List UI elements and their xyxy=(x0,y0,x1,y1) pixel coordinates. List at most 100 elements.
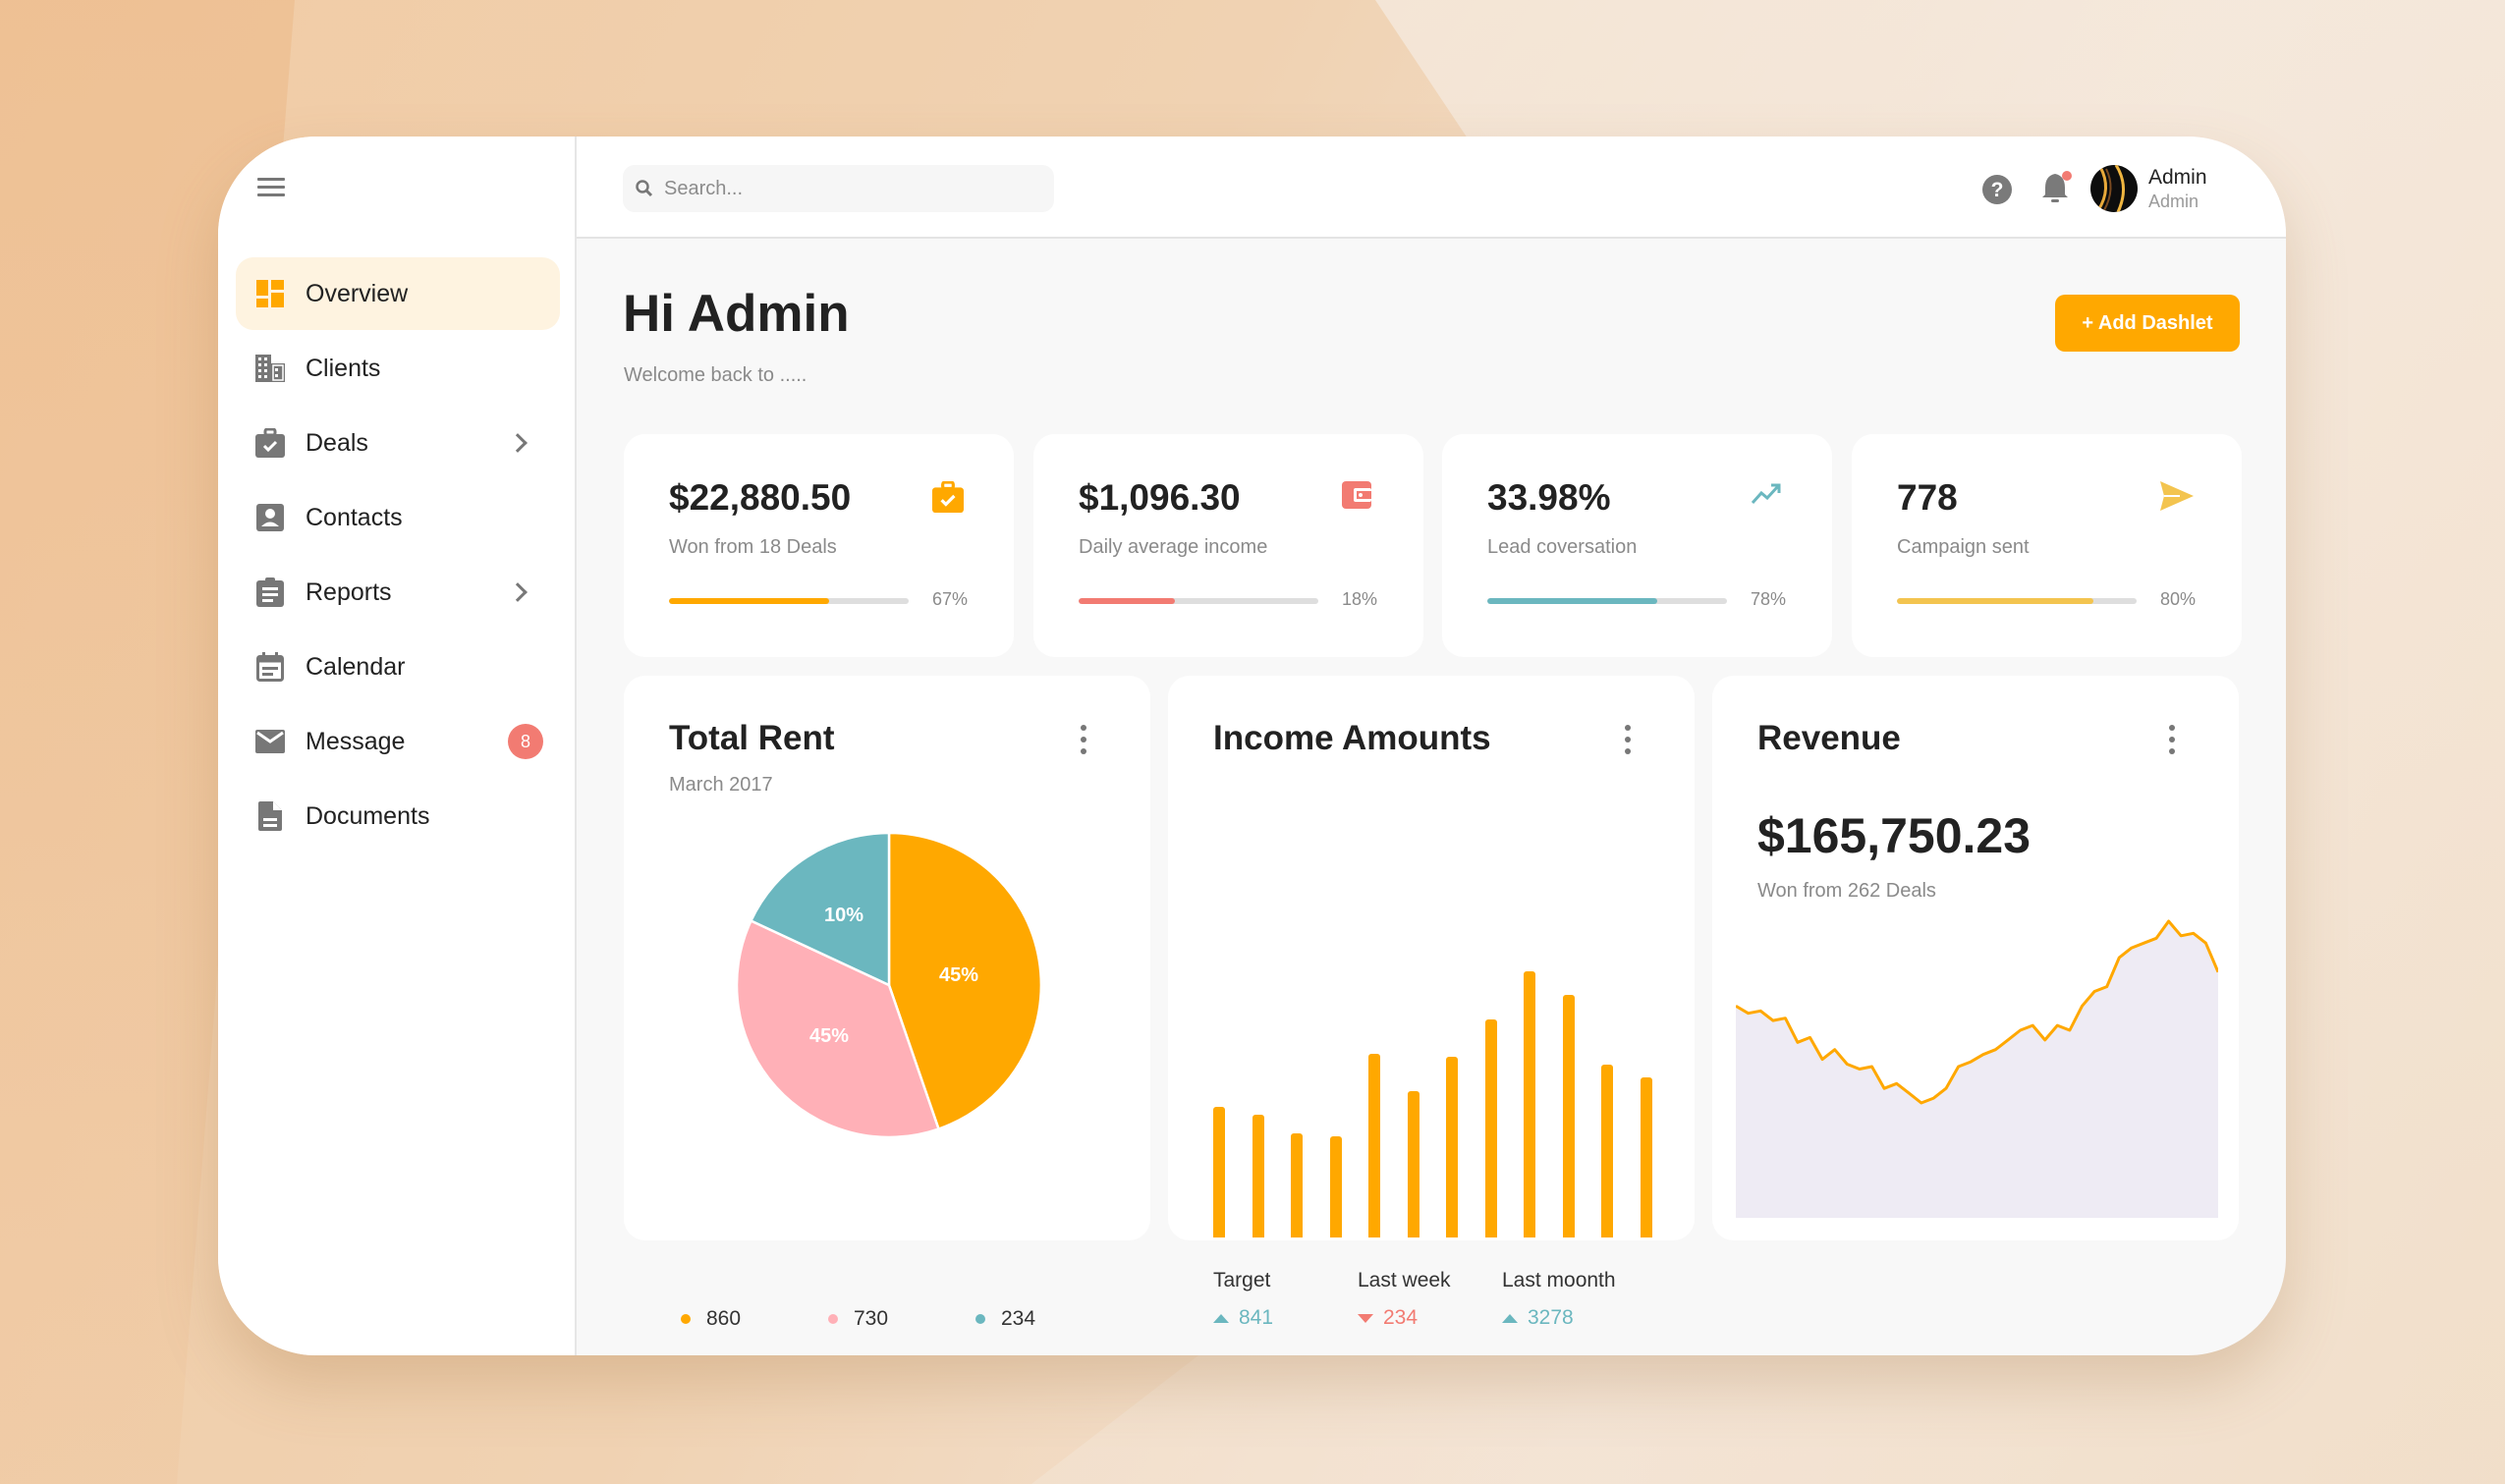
sidebar-item-label: Contacts xyxy=(306,503,403,531)
sidebar-item-overview[interactable]: Overview xyxy=(236,257,560,330)
card-title: Total Rent xyxy=(669,719,835,757)
more-options-icon[interactable] xyxy=(1078,725,1089,754)
income-amounts-card: Income Amounts Target 841 Last week 234 … xyxy=(1168,676,1695,1329)
stat-card-income: $1,096.30 Daily average income 18% xyxy=(1033,434,1423,657)
stat-value: 778 xyxy=(1897,477,1958,518)
sidebar-item-message[interactable]: Message 8 xyxy=(236,705,560,778)
page-title: Hi Admin xyxy=(623,285,850,343)
stat-percent: 18% xyxy=(1342,589,1378,609)
stat-card-leads: 33.98% Lead coversation 78% xyxy=(1442,434,1832,657)
mail-icon xyxy=(255,727,285,756)
income-stat-last-week: Last week 234 xyxy=(1358,1269,1451,1329)
stat-percent: 78% xyxy=(1751,589,1787,609)
sidebar-item-label: Clients xyxy=(306,354,381,382)
bar xyxy=(1252,1115,1264,1237)
bar xyxy=(1484,1018,1497,1237)
search-icon xyxy=(636,180,653,197)
legend-item: 860 xyxy=(681,1307,741,1331)
top-bar: ? Admin Admin xyxy=(577,137,2286,239)
sidebar-item-deals[interactable]: Deals xyxy=(236,407,560,479)
unread-badge: 8 xyxy=(508,724,543,759)
bar xyxy=(1524,971,1535,1237)
send-icon xyxy=(2160,481,2194,515)
area-chart xyxy=(1736,919,2218,1218)
chevron-right-icon xyxy=(508,582,528,602)
bar xyxy=(1329,1136,1342,1237)
sidebar-item-contacts[interactable]: Contacts xyxy=(236,481,560,554)
clipboard-icon xyxy=(255,577,285,607)
revenue-value: $165,750.23 xyxy=(1757,808,2032,863)
contact-card-icon xyxy=(255,503,285,532)
document-icon xyxy=(255,801,285,831)
sidebar-item-calendar[interactable]: Calendar xyxy=(236,631,560,703)
progress-bar xyxy=(1079,598,1318,604)
trending-up-icon xyxy=(1751,481,1784,515)
stat-percent: 67% xyxy=(932,589,969,609)
card-title: Income Amounts xyxy=(1213,719,1491,757)
trend-down-icon xyxy=(1358,1313,1373,1323)
legend-item: 730 xyxy=(828,1307,888,1331)
bar xyxy=(1407,1090,1420,1237)
app-window: Overview Clients Deals Contacts R xyxy=(218,137,2286,1355)
bar xyxy=(1640,1077,1652,1237)
stat-label: Won from 18 Deals xyxy=(669,536,837,558)
dashboard-icon xyxy=(255,279,285,308)
user-name: Admin xyxy=(2148,166,2207,189)
hamburger-icon[interactable] xyxy=(257,178,285,197)
legend-item: 234 xyxy=(975,1307,1035,1331)
bar xyxy=(1601,1064,1613,1237)
bell-icon[interactable] xyxy=(2040,170,2072,202)
building-icon xyxy=(255,354,285,383)
income-stat-last-month: Last moonth 3278 xyxy=(1502,1269,1616,1329)
bar xyxy=(1368,1054,1380,1237)
svg-text:?: ? xyxy=(1991,179,2004,201)
briefcase-check-icon xyxy=(932,480,966,515)
avatar[interactable] xyxy=(2090,165,2138,212)
progress-bar xyxy=(1487,598,1727,604)
card-title: Revenue xyxy=(1757,719,1901,757)
more-options-icon[interactable] xyxy=(1622,725,1634,754)
briefcase-check-icon xyxy=(255,428,285,458)
sidebar-item-label: Calendar xyxy=(306,652,406,681)
search-box[interactable] xyxy=(623,165,1054,212)
stat-label: Daily average income xyxy=(1079,536,1268,558)
stat-value: $22,880.50 xyxy=(669,477,852,518)
sidebar-item-label: Reports xyxy=(306,577,392,606)
slice-label: 45% xyxy=(939,964,978,986)
trend-up-icon xyxy=(1502,1313,1518,1323)
sidebar-item-documents[interactable]: Documents xyxy=(236,780,560,852)
revenue-subtitle: Won from 262 Deals xyxy=(1757,880,1936,902)
sidebar-item-label: Overview xyxy=(306,279,409,307)
sidebar-item-clients[interactable]: Clients xyxy=(236,332,560,405)
progress-bar xyxy=(669,598,909,604)
slice-label: 45% xyxy=(809,1025,849,1047)
bar xyxy=(1213,1107,1225,1237)
sidebar: Overview Clients Deals Contacts R xyxy=(218,137,577,1355)
bar xyxy=(1562,995,1575,1237)
bar xyxy=(1446,1056,1458,1237)
stat-value: $1,096.30 xyxy=(1079,477,1241,518)
more-options-icon[interactable] xyxy=(2166,725,2178,754)
calendar-icon xyxy=(255,652,285,682)
card-subtitle: March 2017 xyxy=(669,774,773,796)
search-input[interactable] xyxy=(664,177,1037,200)
sidebar-item-label: Message xyxy=(306,727,406,755)
welcome-text: Welcome back to ..... xyxy=(624,364,807,386)
sidebar-item-label: Documents xyxy=(306,801,430,830)
stat-label: Lead coversation xyxy=(1487,536,1638,558)
slice-label: 10% xyxy=(824,905,863,926)
trend-up-icon xyxy=(1213,1313,1229,1323)
stat-card-deals: $22,880.50 Won from 18 Deals 67% xyxy=(624,434,1014,657)
wallet-icon xyxy=(1342,481,1375,515)
pie-chart: 45% 45% 10% xyxy=(735,831,1043,1139)
total-rent-card: Total Rent March 2017 45% 45% 10% 860 73… xyxy=(624,676,1150,1330)
progress-bar xyxy=(1897,598,2137,604)
add-dashlet-button[interactable]: + Add Dashlet xyxy=(2055,295,2240,352)
stat-percent: 80% xyxy=(2160,589,2197,609)
help-icon[interactable]: ? xyxy=(1981,174,2013,205)
revenue-card: Revenue $165,750.23 Won from 262 Deals xyxy=(1712,676,2239,1240)
bar xyxy=(1291,1133,1303,1237)
user-role: Admin xyxy=(2148,192,2199,211)
sidebar-item-label: Deals xyxy=(306,428,368,457)
sidebar-item-reports[interactable]: Reports xyxy=(236,556,560,629)
